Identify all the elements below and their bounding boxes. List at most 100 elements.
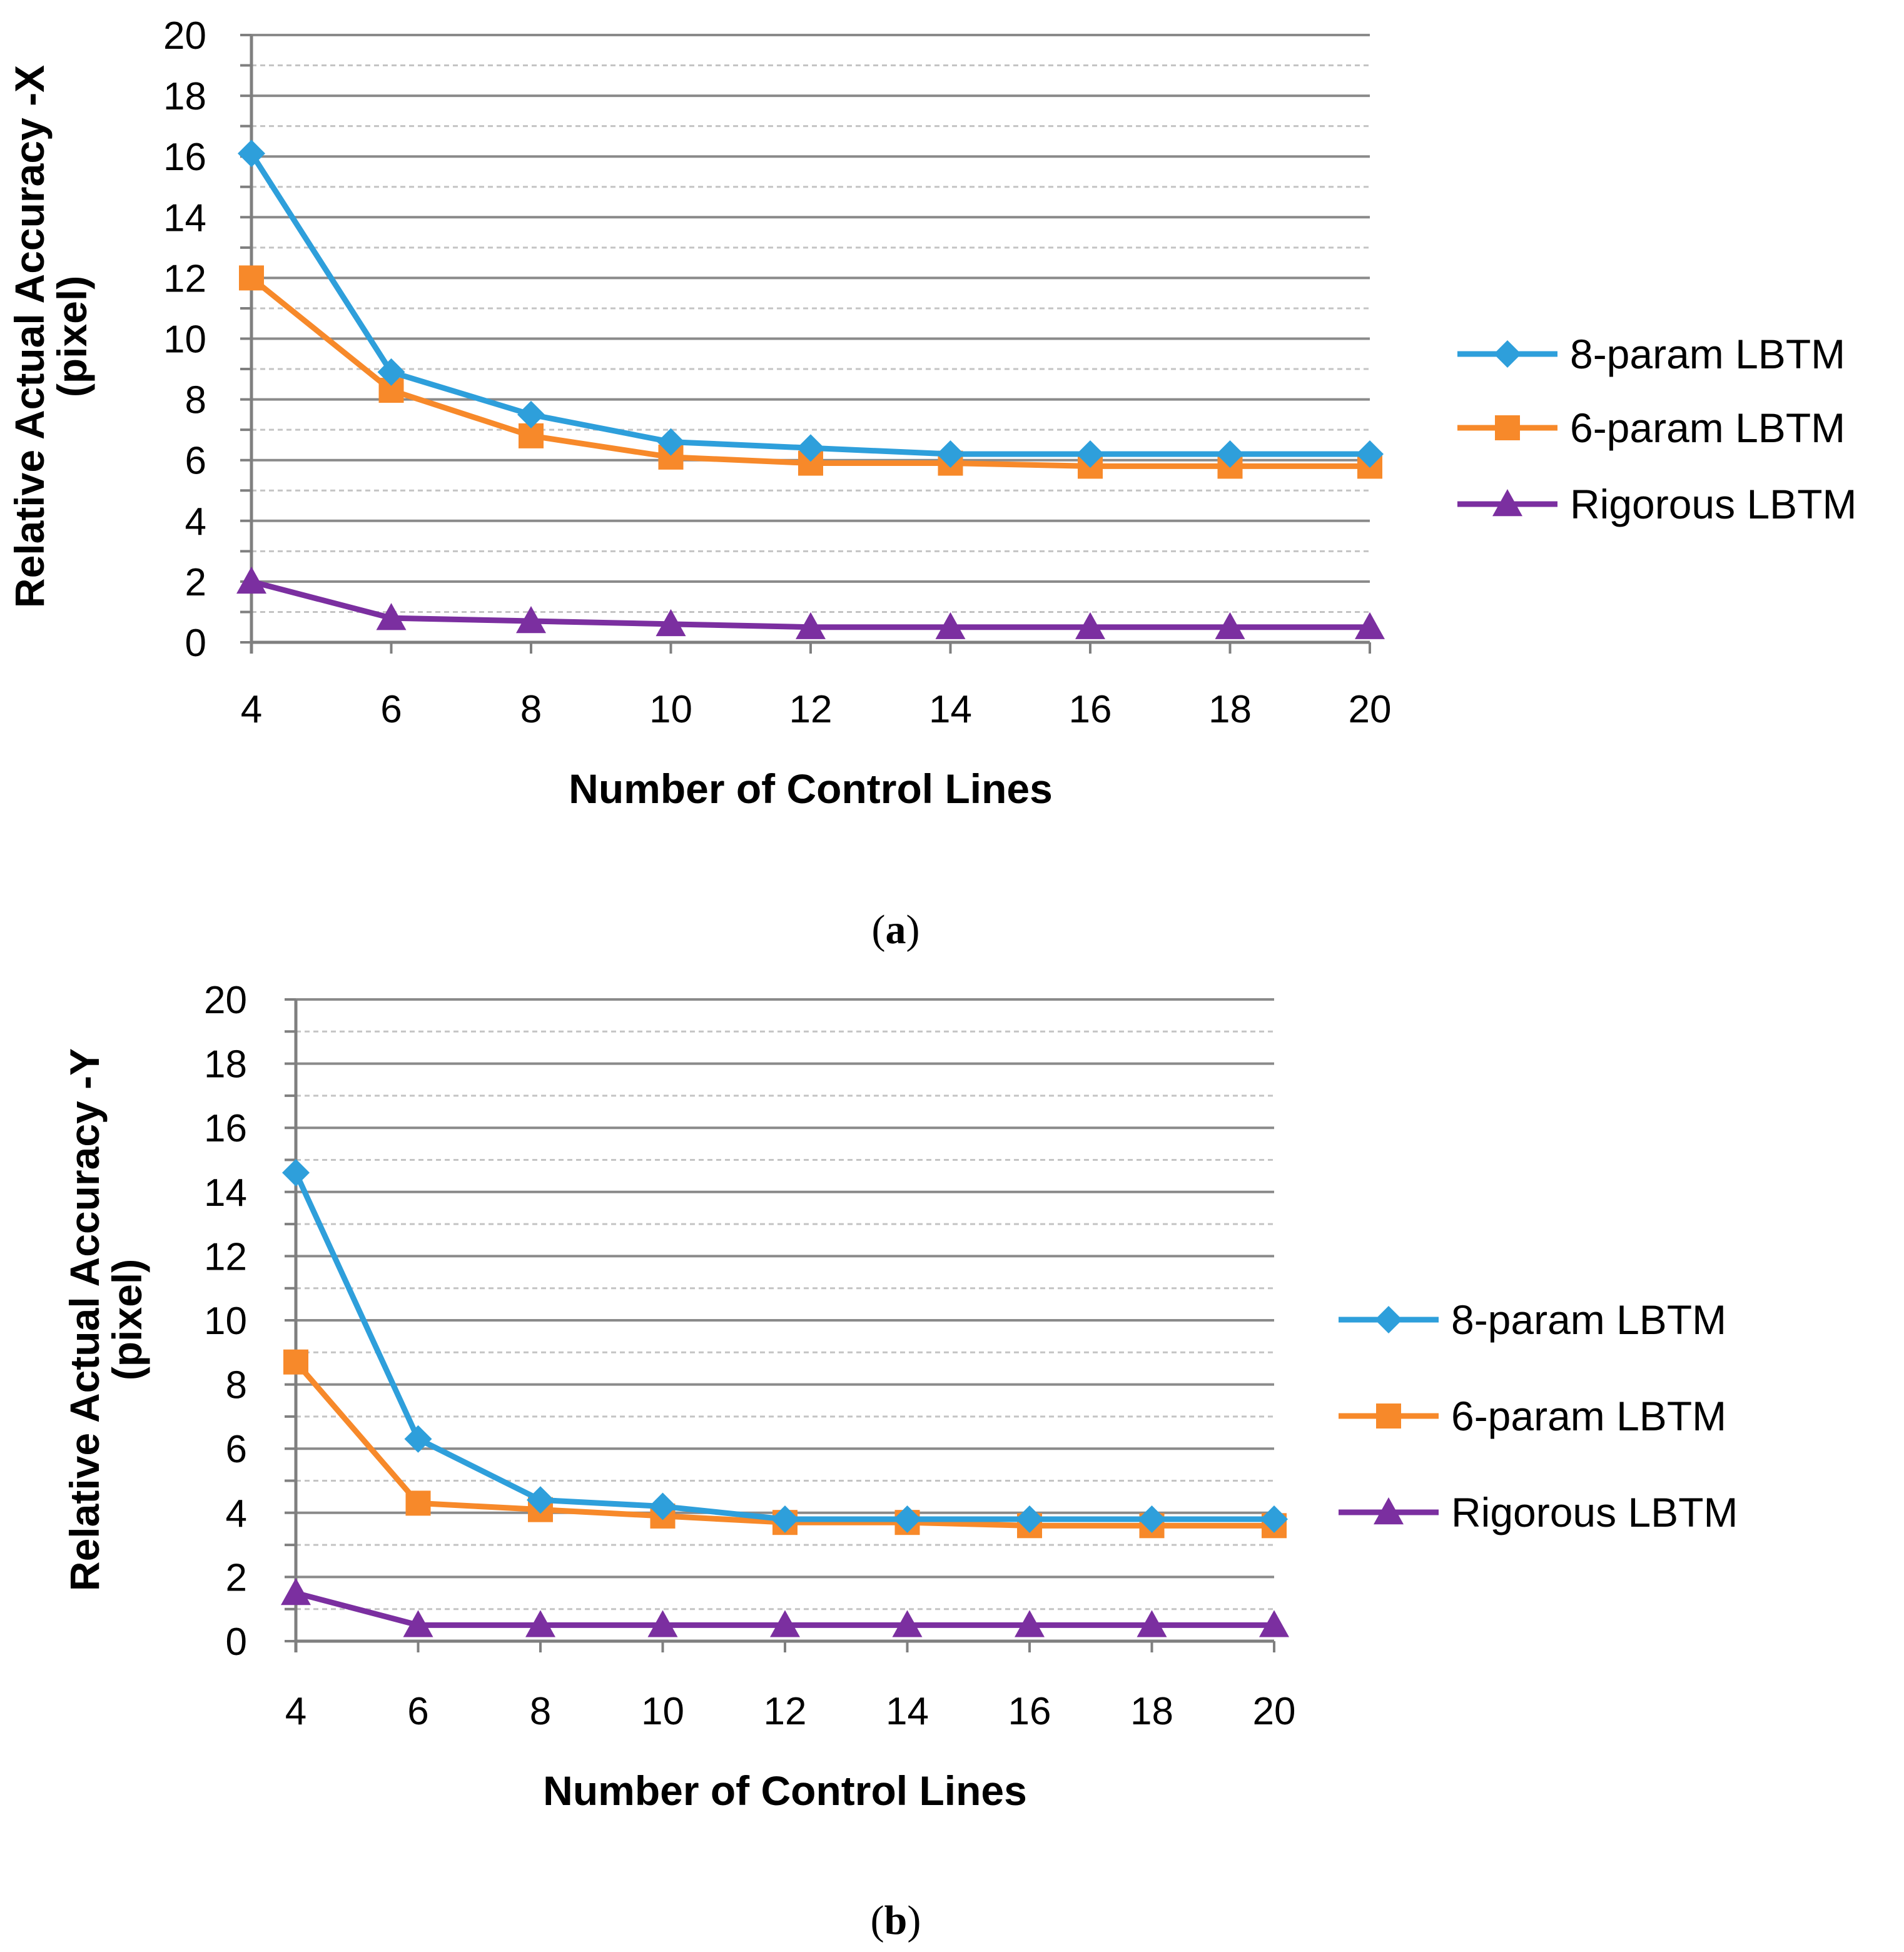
chart-a-caption-label: a — [886, 907, 906, 953]
chart-a-axes — [240, 34, 1371, 654]
chart-b-series-rigorous-lbtm — [281, 1578, 1289, 1637]
chart-a-ytick-label: 10 — [163, 318, 206, 362]
chart-b-xtick-label: 10 — [641, 1690, 684, 1733]
chart-a-series-rigorous-lbtm-point-2 — [516, 606, 546, 634]
chart-a-series-6-param-lbtm-point-0 — [239, 265, 264, 291]
chart-a-ytick-label: 4 — [185, 500, 206, 544]
chart-b: 0 2 4 6 8 10 12 14 16 18 20 4 6 8 10 12 14 16 18 20 8-para… — [61, 979, 1738, 1943]
chart-a-series-rigorous-lbtm-point-6 — [1075, 612, 1105, 639]
chart-a-legend-8-param-lbtm: 8-param LBTM — [1457, 331, 1845, 377]
chart-a-series-8-param-lbtm-point-1 — [377, 358, 405, 386]
chart-a-series-8-param-lbtm-line — [249, 151, 1370, 457]
chart-a-series-8-param-lbtm-point-8 — [1356, 440, 1384, 468]
chart-b-series-8-param-lbtm-point-4 — [771, 1505, 799, 1534]
chart-b-ytick-label: 2 — [226, 1556, 247, 1599]
chart-a-series-8-param-lbtm-point-7 — [1216, 440, 1244, 468]
chart-a-series-rigorous-lbtm-point-7 — [1215, 612, 1245, 639]
chart-b-series-8-param-lbtm-point-6 — [1016, 1505, 1043, 1534]
chart-b-series-8-param-lbtm-point-0 — [282, 1159, 310, 1187]
chart-a-series-8-param-lbtm-point-6 — [1076, 440, 1104, 468]
chart-a-xtick-label: 20 — [1349, 688, 1392, 731]
chart-b-ytick-label: 16 — [204, 1107, 247, 1150]
chart-a-series-rigorous-lbtm-point-8 — [1355, 612, 1385, 639]
chart-b-xticks: 4 6 8 10 12 14 16 18 20 — [285, 1690, 1296, 1733]
chart-b-ytick-label: 20 — [204, 979, 247, 1022]
chart-b-series-6-param-lbtm-line — [293, 1360, 1274, 1529]
chart-b-xtick-label: 4 — [285, 1690, 306, 1733]
chart-b-xtick-label: 18 — [1130, 1690, 1173, 1733]
chart-a-yticks: 0 2 4 6 8 10 12 14 16 18 20 — [163, 14, 206, 665]
chart-b-ytick-label: 18 — [204, 1043, 247, 1086]
chart-b-series — [281, 1159, 1289, 1637]
chart-b-series-8-param-lbtm-point-5 — [893, 1505, 921, 1534]
chart-a-legend-8-param-lbtm-swatch-point-0 — [1494, 340, 1521, 368]
chart-b-axes — [285, 998, 1275, 1652]
chart-b-xtick-label: 14 — [886, 1690, 929, 1733]
chart-b-legend-6-param-lbtm-swatch-point-0 — [1376, 1403, 1401, 1429]
chart-a-xtick-label: 12 — [789, 688, 833, 731]
chart-a-xlabel: Number of Control Lines — [569, 766, 1053, 812]
chart-b-series-rigorous-lbtm-point-3 — [647, 1610, 678, 1637]
chart-b-xtick-label: 16 — [1008, 1690, 1051, 1733]
chart-a-ytick-label: 16 — [163, 136, 206, 179]
chart-a-series — [236, 139, 1385, 639]
chart-b-series-rigorous-lbtm-point-6 — [1015, 1610, 1045, 1637]
chart-b-ytick-label: 12 — [204, 1235, 247, 1278]
chart-a-legend-rigorous-lbtm: Rigorous LBTM — [1457, 481, 1857, 527]
chart-b-ytick-label: 8 — [226, 1364, 247, 1407]
chart-b-caption: (b) — [871, 1898, 921, 1943]
chart-b-ylabel-line2: (pixel) — [104, 1259, 150, 1380]
chart-b-series-8-param-lbtm-point-1 — [404, 1425, 432, 1453]
chart-b-legend-8-param-lbtm-swatch-point-0 — [1375, 1306, 1402, 1333]
chart-b-legend-rigorous-lbtm-swatch-point-0 — [1374, 1497, 1404, 1525]
chart-a-ylabel-line2: (pixel) — [49, 276, 95, 397]
chart-a-series-rigorous-lbtm-point-3 — [656, 609, 686, 637]
chart-a-grid — [251, 34, 1370, 644]
chart-a-xtick-label: 4 — [241, 688, 262, 731]
chart-a-series-rigorous-lbtm-point-1 — [376, 603, 407, 630]
chart-a-ytick-label: 8 — [185, 379, 206, 422]
chart-b-ytick-label: 14 — [204, 1171, 247, 1215]
chart-a-xtick-label: 14 — [929, 688, 972, 731]
chart-a-ytick-label: 12 — [163, 257, 206, 300]
chart-a-xtick-label: 10 — [649, 688, 692, 731]
chart-a-legend-6-param-lbtm-swatch-point-0 — [1495, 415, 1520, 440]
chart-b-series-8-param-lbtm-point-7 — [1138, 1505, 1166, 1534]
chart-a-xtick-label: 18 — [1208, 688, 1252, 731]
chart-a-caption: (a) — [872, 907, 920, 953]
chart-b-series-rigorous-lbtm-point-2 — [525, 1610, 555, 1637]
chart-b-xlabel: Number of Control Lines — [543, 1767, 1027, 1814]
chart-a-series-8-param-lbtm-point-2 — [517, 400, 545, 428]
chart-b-legend-8-param-lbtm: 8-param LBTM — [1339, 1297, 1726, 1343]
chart-b-ytick-label: 4 — [226, 1492, 247, 1535]
chart-a-series-8-param-lbtm-point-5 — [936, 440, 965, 468]
chart-a-legend-rigorous-lbtm-swatch-point-0 — [1492, 489, 1522, 517]
chart-b-caption-label: b — [884, 1898, 908, 1943]
chart-b-ytick-label: 6 — [226, 1428, 247, 1471]
chart-a-xtick-label: 6 — [380, 688, 402, 731]
chart-a-legend-6-param-lbtm-label: 6-param LBTM — [1570, 405, 1845, 451]
chart-b-series-6-param-lbtm-point-1 — [405, 1490, 431, 1516]
chart-a-series-8-param-lbtm — [238, 139, 1384, 468]
chart-a-series-rigorous-lbtm-point-0 — [236, 566, 266, 594]
chart-b-ylabel-line1: Relative Actual Accuracy -Y — [61, 1048, 108, 1591]
chart-b-legend-6-param-lbtm: 6-param LBTM — [1339, 1393, 1726, 1439]
chart-a-xtick-label: 8 — [520, 688, 542, 731]
chart-a-ytick-label: 2 — [185, 561, 206, 604]
chart-b-series-8-param-lbtm-point-3 — [649, 1492, 677, 1520]
chart-b-xtick-label: 8 — [530, 1690, 551, 1733]
chart-a-legend-8-param-lbtm-label: 8-param LBTM — [1570, 331, 1845, 377]
chart-b-legend-rigorous-lbtm-label: Rigorous LBTM — [1451, 1489, 1738, 1535]
chart-a-series-rigorous-lbtm — [236, 566, 1385, 639]
chart-b-series-rigorous-lbtm-point-4 — [770, 1610, 800, 1637]
chart-b-series-rigorous-lbtm-point-5 — [892, 1610, 923, 1637]
chart-a-series-8-param-lbtm-point-3 — [657, 428, 685, 456]
chart-a-legend-6-param-lbtm: 6-param LBTM — [1457, 405, 1845, 451]
chart-a-ytick-label: 6 — [185, 440, 206, 483]
chart-b-legend-rigorous-lbtm: Rigorous LBTM — [1339, 1489, 1738, 1535]
chart-a-ylabel-line1: Relative Actual Accuracy -X — [6, 65, 53, 608]
chart-b-series-6-param-lbtm-point-0 — [283, 1349, 308, 1375]
chart-b-series-rigorous-lbtm-point-1 — [403, 1610, 433, 1637]
chart-b-legend-6-param-lbtm-label: 6-param LBTM — [1451, 1393, 1726, 1439]
